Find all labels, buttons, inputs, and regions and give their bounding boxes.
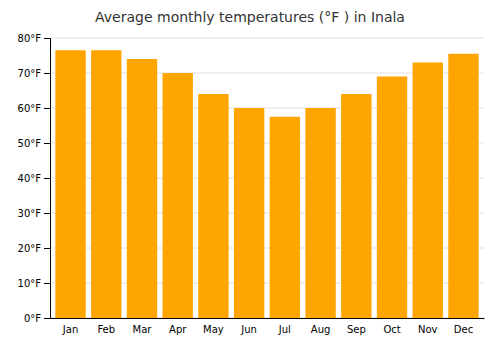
y-tick-label: 0°F bbox=[24, 313, 41, 324]
y-tick: 70°F bbox=[18, 68, 50, 79]
grid-line bbox=[50, 38, 484, 39]
x-tick: Jul bbox=[278, 324, 291, 335]
bar bbox=[448, 54, 478, 318]
x-tick: Nov bbox=[418, 324, 438, 335]
bar bbox=[91, 50, 121, 318]
y-tick-label: 70°F bbox=[18, 68, 42, 79]
x-tick: Aug bbox=[311, 324, 331, 335]
y-tick-mark bbox=[44, 73, 50, 74]
y-tick-mark bbox=[44, 143, 50, 144]
x-tick: May bbox=[203, 324, 224, 335]
x-tick-label: Jan bbox=[62, 324, 78, 335]
y-tick: 40°F bbox=[18, 173, 50, 184]
x-tick: Oct bbox=[383, 324, 400, 335]
grid bbox=[50, 38, 484, 318]
x-tick: Dec bbox=[454, 324, 473, 335]
x-axis: Jan Feb Mar Apr May Jun Jul Aug Sep Oct Nov Dec bbox=[51, 319, 485, 336]
x-tick: Feb bbox=[97, 324, 115, 335]
plot: 0°F 10°F 20°F 30°F 40°F 50°F 60°F 70°F 80°F Jan Fe… bbox=[18, 33, 485, 335]
y-tick-label: 20°F bbox=[18, 243, 42, 254]
x-tick: Jan bbox=[62, 324, 78, 335]
x-tick: Apr bbox=[169, 324, 187, 335]
y-tick-label: 30°F bbox=[18, 208, 42, 219]
bar bbox=[55, 50, 85, 318]
y-tick-mark bbox=[44, 108, 50, 109]
y-axis: 0°F 10°F 20°F 30°F 40°F 50°F 60°F 70°F 80°F bbox=[18, 33, 51, 324]
bar bbox=[163, 73, 193, 318]
y-tick: 10°F bbox=[18, 278, 50, 289]
x-tick: Jun bbox=[240, 324, 257, 335]
y-tick-mark bbox=[44, 213, 50, 214]
y-tick-label: 40°F bbox=[18, 173, 42, 184]
y-tick-label: 50°F bbox=[18, 138, 42, 149]
x-tick-label: Mar bbox=[133, 324, 153, 335]
y-tick-mark bbox=[44, 178, 50, 179]
y-tick-label: 80°F bbox=[18, 33, 42, 44]
x-tick-label: Jul bbox=[278, 324, 291, 335]
title: Average monthly temperatures (°F ) in In… bbox=[95, 9, 405, 25]
y-tick: 50°F bbox=[18, 138, 50, 149]
bars bbox=[55, 50, 478, 318]
x-axis-line bbox=[51, 318, 485, 319]
x-tick-label: Jun bbox=[240, 324, 257, 335]
x-tick-label: Apr bbox=[169, 324, 187, 335]
y-tick-label: 10°F bbox=[18, 278, 42, 289]
y-tick-mark bbox=[44, 38, 50, 39]
x-tick-label: Sep bbox=[347, 324, 366, 335]
bar bbox=[413, 63, 443, 319]
x-tick-label: Dec bbox=[454, 324, 473, 335]
x-tick-label: Aug bbox=[311, 324, 331, 335]
bar bbox=[127, 59, 157, 318]
x-tick: Mar bbox=[133, 324, 153, 335]
y-tick: 60°F bbox=[18, 103, 50, 114]
bar bbox=[270, 117, 300, 318]
bar bbox=[305, 108, 335, 318]
y-tick: 80°F bbox=[18, 33, 50, 44]
y-tick: 0°F bbox=[24, 313, 50, 324]
x-tick-label: Oct bbox=[383, 324, 400, 335]
x-tick: Sep bbox=[347, 324, 366, 335]
bar bbox=[341, 94, 371, 318]
bar bbox=[234, 108, 264, 318]
y-axis-line bbox=[44, 39, 51, 319]
x-tick-label: May bbox=[203, 324, 224, 335]
y-tick: 20°F bbox=[18, 243, 50, 254]
x-tick-label: Nov bbox=[418, 324, 438, 335]
bar bbox=[198, 94, 228, 318]
y-tick-mark bbox=[44, 248, 50, 249]
chart: 0°F 10°F 20°F 30°F 40°F 50°F 60°F 70°F 80°F Jan Fe… bbox=[0, 0, 500, 350]
bar bbox=[377, 77, 407, 319]
y-tick-label: 60°F bbox=[18, 103, 42, 114]
y-tick-mark bbox=[44, 318, 50, 319]
y-tick: 30°F bbox=[18, 208, 50, 219]
y-tick-mark bbox=[44, 283, 50, 284]
x-tick-label: Feb bbox=[97, 324, 115, 335]
